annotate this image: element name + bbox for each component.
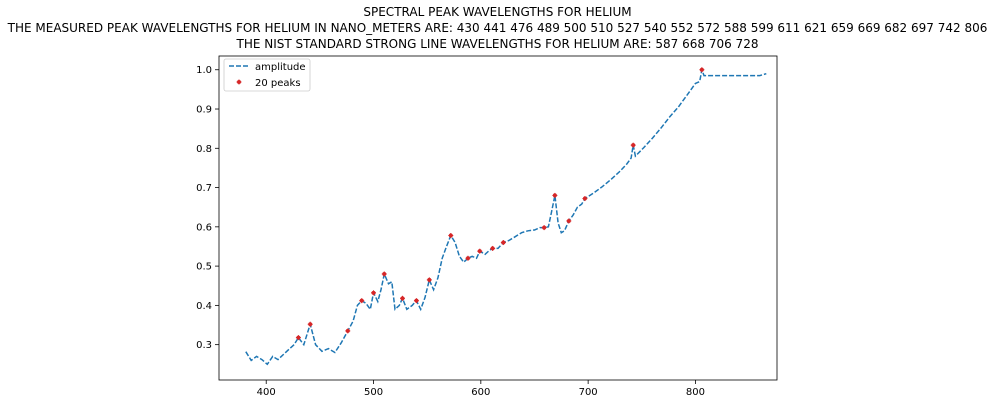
series-layer bbox=[245, 66, 767, 366]
axes-layer: 400 500 600 700 800 0.3 0.4 0.5 0.6 0.7 0.8 0.9 1.0 bbox=[196, 55, 778, 398]
peak-marker bbox=[345, 328, 351, 334]
peak-marker bbox=[359, 298, 365, 304]
peak-marker bbox=[295, 335, 301, 341]
x-tick-label: 700 bbox=[579, 387, 598, 398]
y-tick-label: 0.6 bbox=[196, 222, 212, 233]
chart-title: SPECTRAL PEAK WAVELENGTHS FOR HELIUM bbox=[363, 5, 632, 19]
y-tick-label: 0.9 bbox=[196, 105, 212, 116]
peak-marker bbox=[307, 321, 313, 327]
x-tick-label: 800 bbox=[686, 387, 705, 398]
amplitude-series-line bbox=[245, 66, 767, 366]
x-tick-label: 600 bbox=[471, 387, 490, 398]
peak-marker bbox=[413, 298, 419, 304]
peak-marker bbox=[566, 218, 572, 224]
y-tick-label: 0.7 bbox=[196, 183, 212, 194]
legend-amplitude-label: amplitude bbox=[255, 62, 306, 73]
y-tick-label: 0.3 bbox=[196, 340, 212, 351]
y-tick-label: 0.8 bbox=[196, 144, 212, 155]
peak-marker bbox=[500, 240, 506, 246]
peak-marker bbox=[465, 255, 471, 261]
legend-box bbox=[223, 58, 311, 92]
y-tick-label: 1.0 bbox=[196, 65, 212, 76]
peak-marker bbox=[699, 67, 705, 73]
peak-marker bbox=[371, 290, 377, 296]
plot-frame bbox=[218, 55, 778, 381]
legend-peaks-swatch bbox=[236, 79, 242, 85]
x-tick-label: 500 bbox=[364, 387, 383, 398]
peak-marker bbox=[490, 245, 496, 251]
peak-marker bbox=[630, 142, 636, 148]
peak-marker bbox=[552, 192, 558, 198]
legend-peaks-label: 20 peaks bbox=[255, 78, 301, 89]
peak-marker bbox=[582, 196, 588, 202]
peak-marker bbox=[426, 277, 432, 283]
peak-marker bbox=[541, 225, 547, 231]
y-tick-label: 0.4 bbox=[196, 301, 212, 312]
peak-marker bbox=[399, 295, 405, 301]
chart-subtitle-measured: THE MEASURED PEAK WAVELENGTHS FOR HELIUM… bbox=[7, 21, 988, 35]
peak-marker bbox=[381, 271, 387, 277]
chart-subtitle-nist: THE NIST STANDARD STRONG LINE WAVELENGTH… bbox=[236, 37, 759, 51]
peak-marker bbox=[477, 248, 483, 254]
x-tick-label: 400 bbox=[257, 387, 276, 398]
peak-marker bbox=[448, 232, 454, 238]
chart-legend: amplitude 20 peaks bbox=[223, 58, 311, 92]
y-tick-label: 0.5 bbox=[196, 262, 212, 273]
